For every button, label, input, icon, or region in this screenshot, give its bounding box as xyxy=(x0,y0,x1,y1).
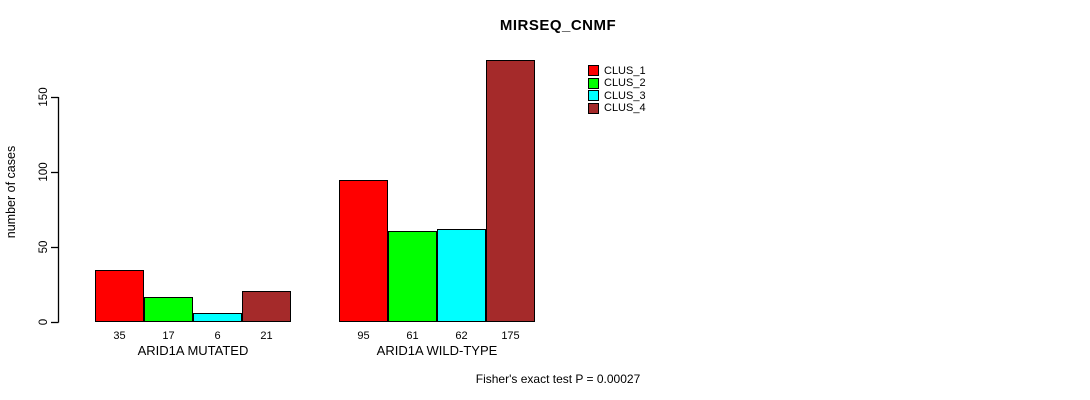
bar-clus-2-arid1a-wild-type xyxy=(388,230,437,322)
y-axis-tick-label: 0 xyxy=(38,319,50,325)
legend-label: CLUS_4 xyxy=(604,102,646,115)
bar-value-label: 21 xyxy=(260,330,273,342)
y-axis-tick-label: 100 xyxy=(38,162,50,181)
legend-label: CLUS_2 xyxy=(604,77,646,90)
legend-swatch-clus-3 xyxy=(588,90,599,102)
group-label-arid1a-wild-type: ARID1A WILD-TYPE xyxy=(376,343,498,358)
fisher-test-annotation: Fisher's exact test P = 0.00027 xyxy=(475,372,641,386)
legend-item-clus-1: CLUS_1 xyxy=(588,65,646,77)
chart-title: MIRSEQ_CNMF xyxy=(499,17,617,34)
legend-swatch-clus-1 xyxy=(588,65,599,76)
bar-clus-3-arid1a-wild-type xyxy=(437,229,486,322)
bar-value-label: 35 xyxy=(113,330,126,342)
bar-clus-2-arid1a-mutated xyxy=(144,296,193,322)
bar-value-label: 175 xyxy=(501,330,520,342)
legend-label: CLUS_3 xyxy=(604,89,646,102)
y-axis-tick-label: 150 xyxy=(38,87,50,106)
bar-clus-1-arid1a-wild-type xyxy=(339,179,388,322)
bar-value-label: 6 xyxy=(214,330,221,342)
bar-clus-1-arid1a-mutated xyxy=(95,269,144,322)
legend-item-clus-2: CLUS_2 xyxy=(588,77,646,89)
bar-value-label: 61 xyxy=(406,330,419,342)
legend-item-clus-4: CLUS_4 xyxy=(588,102,646,114)
bar-value-label: 62 xyxy=(455,330,468,342)
bar-value-label: 95 xyxy=(357,330,370,342)
legend-label: CLUS_1 xyxy=(604,64,646,77)
bar-clus-4-arid1a-mutated xyxy=(242,290,291,322)
bar-value-label: 17 xyxy=(162,330,175,342)
legend-swatch-clus-4 xyxy=(588,102,599,114)
bar-clus-3-arid1a-mutated xyxy=(193,313,242,322)
legend-item-clus-3: CLUS_3 xyxy=(588,90,646,102)
y-axis-tick-label: 50 xyxy=(38,241,50,254)
legend-swatch-clus-2 xyxy=(588,77,599,89)
group-label-arid1a-mutated: ARID1A MUTATED xyxy=(137,343,249,358)
bar-clus-4-arid1a-wild-type xyxy=(486,59,535,322)
